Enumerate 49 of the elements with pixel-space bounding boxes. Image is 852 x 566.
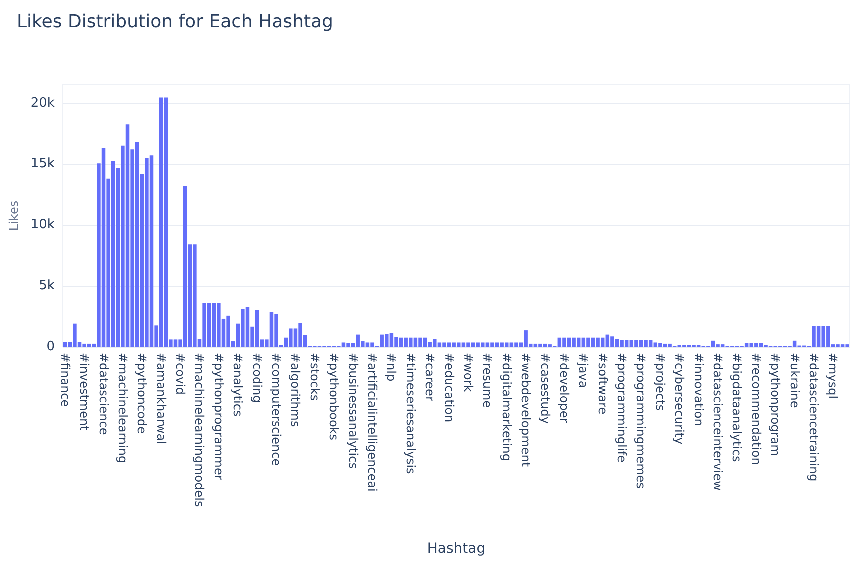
- chart-title: Likes Distribution for Each Hashtag: [17, 12, 334, 32]
- x-tick-label: #bigdataanalytics: [730, 353, 744, 462]
- x-tick-label: #ukraine: [788, 353, 802, 408]
- x-tick-label: #stocks: [308, 353, 322, 402]
- x-tick-label: #programminglife: [615, 353, 630, 463]
- x-tick-label: #webdevelopment: [519, 353, 534, 468]
- x-tick-label: #datascience: [96, 353, 111, 436]
- x-tick-label: #algorithms: [288, 353, 303, 428]
- y-tick-label: 15k: [30, 156, 56, 172]
- x-tick-label: #investment: [78, 353, 92, 432]
- x-tick-label: #finance: [58, 353, 72, 408]
- x-tick-label: #artificialintelligenceai: [366, 353, 380, 492]
- x-tick-label: #nlp: [384, 353, 399, 382]
- x-tick-label: #businessanalytics: [346, 353, 360, 469]
- x-tick-label: #computerscience: [270, 353, 284, 466]
- x-tick-label: #java: [576, 353, 591, 388]
- x-tick-label: #machinelearning: [116, 353, 130, 464]
- y-tick-label: 0: [46, 340, 55, 354]
- x-tick-label: #pythoncode: [135, 353, 150, 434]
- x-tick-label: #datasciencetraining: [807, 353, 822, 482]
- y-tick-label: 5k: [39, 278, 56, 294]
- x-tick-label: #mysql: [826, 353, 840, 400]
- x-tick-label: #pythonprogrammer: [212, 353, 226, 480]
- x-tick-label: #casestudy: [538, 353, 552, 424]
- x-tick-label: #datascienceinterview: [711, 353, 726, 492]
- y-tick-label: 20k: [30, 96, 56, 111]
- x-tick-label: #work: [461, 353, 476, 392]
- x-tick-label: #career: [423, 353, 438, 402]
- x-tick-label: #recommendation: [749, 353, 764, 466]
- x-tick-label: #projects: [653, 353, 668, 411]
- x-tick-label: #covid: [174, 353, 188, 396]
- x-tick-label: #digitalmarketing: [500, 353, 514, 462]
- x-tick-label: #education: [442, 353, 456, 423]
- x-axis-title: Hashtag: [427, 541, 486, 557]
- x-tick-label: #coding: [250, 353, 264, 404]
- x-tick-label: #software: [596, 353, 610, 415]
- x-tick-label: #developer: [557, 353, 572, 424]
- x-tick-label: #amankharwal: [154, 353, 168, 444]
- x-tick-label: #resume: [480, 353, 495, 408]
- x-tick-label: #machinelearningmodels: [192, 353, 207, 508]
- x-tick-label: #programmingmemes: [634, 353, 648, 489]
- x-tick-label: #cybersecurity: [672, 353, 687, 445]
- y-axis-title: Likes: [7, 200, 21, 232]
- x-tick-label: #innovation: [692, 353, 706, 426]
- x-tick-label: #analytics: [231, 353, 246, 417]
- y-tick-label: 10k: [30, 218, 56, 233]
- x-tick-label: #pythonprogram: [768, 353, 783, 456]
- x-tick-label: #pythonbooks: [327, 353, 342, 441]
- x-tick-label: #timeseriesanalysis: [404, 353, 418, 474]
